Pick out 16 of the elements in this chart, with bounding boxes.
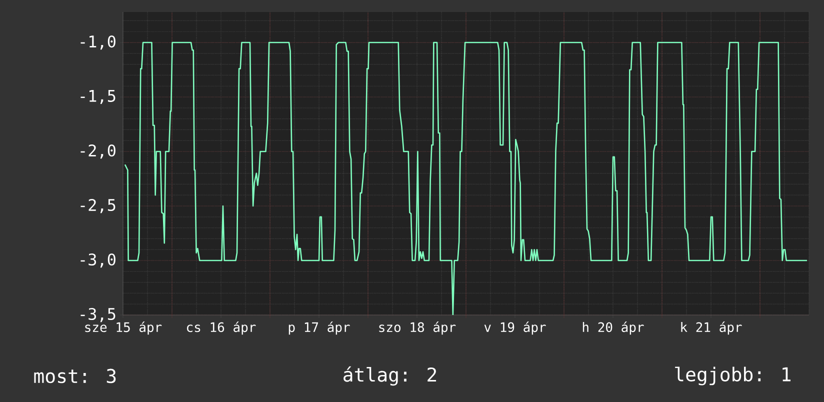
x-tick-label: k 21 ápr bbox=[681, 322, 742, 335]
y-tick-label: -2,5 bbox=[80, 198, 116, 214]
y-tick-label: -3,5 bbox=[80, 308, 116, 322]
text: most: 3 bbox=[34, 368, 116, 384]
x-tick-label: sze 15 ápr bbox=[85, 322, 162, 335]
x-tick-label: szo 18 ápr bbox=[379, 322, 456, 335]
y-tick-label: -2,0 bbox=[80, 144, 116, 159]
x-tick-label: v 19 ápr bbox=[484, 322, 546, 335]
y-tick-label: -1,5 bbox=[80, 90, 116, 104]
y-tick-label: -1,0 bbox=[80, 35, 116, 50]
text: legjobb: 1 bbox=[675, 366, 791, 386]
y-tick-label: -3,0 bbox=[80, 253, 116, 268]
text: átlag: 2 bbox=[344, 366, 436, 386]
x-tick-label: cs 16 ápr bbox=[187, 322, 256, 335]
x-tick-label: p 17 ápr bbox=[288, 322, 350, 335]
x-tick-label: h 20 ápr bbox=[582, 322, 644, 335]
